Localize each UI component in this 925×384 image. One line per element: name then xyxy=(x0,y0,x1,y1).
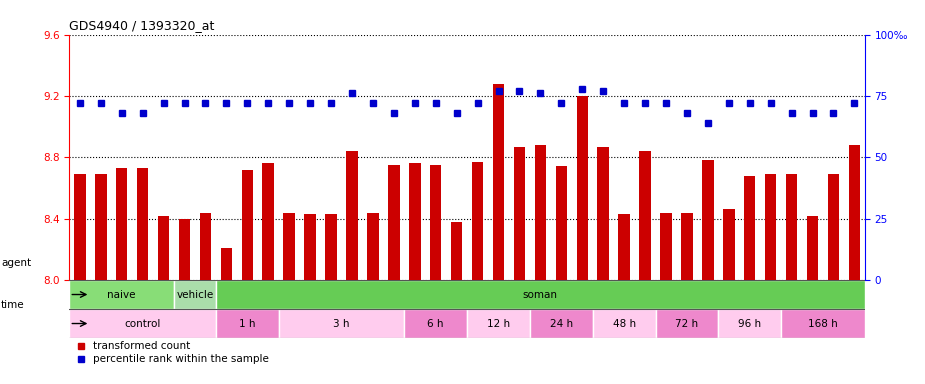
Bar xyxy=(681,212,693,280)
Text: soman: soman xyxy=(523,290,558,300)
Bar xyxy=(137,168,148,280)
Bar xyxy=(786,174,797,280)
Bar xyxy=(723,209,734,280)
Bar xyxy=(278,309,404,338)
Bar xyxy=(593,309,656,338)
Bar xyxy=(493,84,504,280)
Bar xyxy=(304,214,315,280)
Bar xyxy=(598,147,609,280)
Bar xyxy=(467,309,530,338)
Text: vehicle: vehicle xyxy=(177,290,214,300)
Text: 3 h: 3 h xyxy=(333,318,350,329)
Bar xyxy=(116,168,128,280)
Bar xyxy=(656,309,719,338)
Text: GDS4940 / 1393320_at: GDS4940 / 1393320_at xyxy=(69,19,215,32)
Text: 6 h: 6 h xyxy=(427,318,444,329)
Bar xyxy=(388,165,400,280)
Bar xyxy=(263,164,274,280)
Bar xyxy=(660,212,672,280)
Bar xyxy=(69,309,216,338)
Bar xyxy=(74,174,86,280)
Bar xyxy=(241,170,253,280)
Text: 96 h: 96 h xyxy=(738,318,761,329)
Bar xyxy=(639,151,651,280)
Bar xyxy=(744,176,756,280)
Bar xyxy=(326,214,337,280)
Bar xyxy=(95,174,106,280)
Bar xyxy=(450,222,462,280)
Bar xyxy=(702,161,713,280)
Bar xyxy=(472,162,484,280)
Bar xyxy=(346,151,358,280)
Bar xyxy=(530,309,593,338)
Bar xyxy=(556,167,567,280)
Text: time: time xyxy=(1,300,25,310)
Bar xyxy=(216,309,278,338)
Bar xyxy=(513,147,525,280)
Bar xyxy=(535,145,546,280)
Bar xyxy=(179,218,191,280)
Text: 24 h: 24 h xyxy=(549,318,573,329)
Bar xyxy=(430,165,441,280)
Bar xyxy=(576,96,588,280)
Bar xyxy=(404,309,467,338)
Bar xyxy=(848,145,860,280)
Bar xyxy=(765,174,776,280)
Text: 72 h: 72 h xyxy=(675,318,698,329)
Text: control: control xyxy=(125,318,161,329)
Bar xyxy=(174,280,216,309)
Bar xyxy=(828,174,839,280)
Bar xyxy=(409,164,421,280)
Bar xyxy=(719,309,781,338)
Text: percentile rank within the sample: percentile rank within the sample xyxy=(93,354,269,364)
Bar xyxy=(367,212,378,280)
Text: agent: agent xyxy=(1,258,31,268)
Bar xyxy=(216,280,865,309)
Bar xyxy=(158,215,169,280)
Text: naive: naive xyxy=(107,290,136,300)
Bar xyxy=(221,248,232,280)
Bar xyxy=(807,215,819,280)
Bar xyxy=(619,214,630,280)
Bar xyxy=(200,212,211,280)
Bar xyxy=(283,212,295,280)
Text: 168 h: 168 h xyxy=(808,318,838,329)
Text: transformed count: transformed count xyxy=(93,341,191,351)
Bar xyxy=(781,309,865,338)
Text: 1 h: 1 h xyxy=(239,318,255,329)
Text: 12 h: 12 h xyxy=(487,318,510,329)
Bar xyxy=(69,280,174,309)
Text: 48 h: 48 h xyxy=(612,318,635,329)
